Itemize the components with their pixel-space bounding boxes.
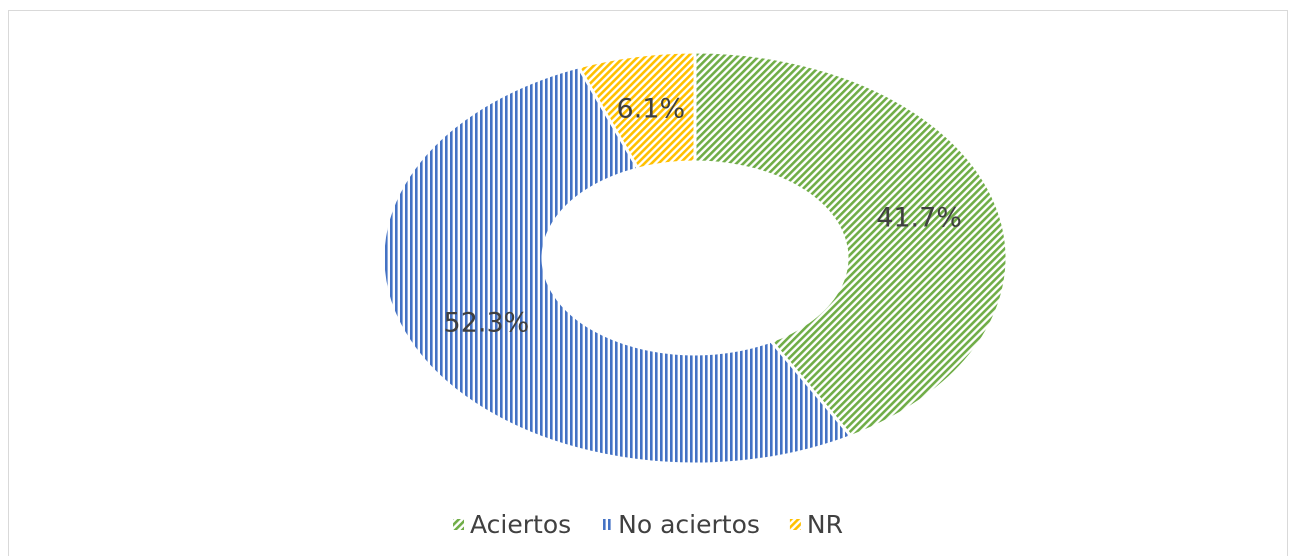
- donut-slice: [576, 50, 697, 171]
- donut: [381, 50, 1009, 466]
- legend-label: NR: [807, 510, 843, 539]
- donut-slice: [381, 65, 854, 466]
- legend-marker: [789, 519, 801, 530]
- legend-marker: [453, 519, 465, 530]
- data-labels: 41.7% 52.3% 6.1%: [444, 93, 962, 338]
- data-label: 6.1%: [617, 93, 686, 124]
- legend-marker: [601, 519, 613, 530]
- data-label: 52.3%: [444, 308, 530, 339]
- legend: Aciertos No aciertos NR: [453, 510, 843, 539]
- legend-label: No aciertos: [618, 510, 760, 539]
- data-label: 41.7%: [876, 202, 962, 233]
- donut-slice: [693, 50, 1009, 439]
- legend-label: Aciertos: [470, 510, 571, 539]
